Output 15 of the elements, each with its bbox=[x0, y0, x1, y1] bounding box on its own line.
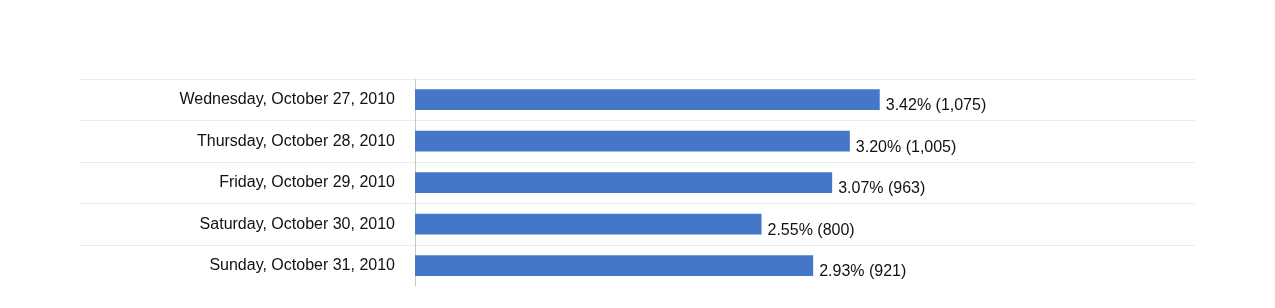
bar bbox=[415, 255, 814, 277]
y-tick-label: Friday, October 29, 2010 bbox=[219, 173, 396, 191]
y-tick-label: Sunday, October 31, 2010 bbox=[209, 256, 396, 274]
bar bbox=[415, 172, 833, 194]
y-tick-label: Thursday, October 28, 2010 bbox=[196, 131, 396, 149]
data-label: 3.20% (1,005) bbox=[855, 137, 957, 155]
bar bbox=[415, 89, 880, 111]
data-label: 2.93% (921) bbox=[819, 262, 907, 280]
data-label: 3.07% (963) bbox=[838, 179, 926, 197]
y-tick-label: Wednesday, October 27, 2010 bbox=[179, 90, 396, 108]
data-label: 2.55% (800) bbox=[767, 220, 855, 238]
y-tick-label: Saturday, October 30, 2010 bbox=[199, 214, 396, 232]
bar bbox=[415, 130, 850, 152]
bar bbox=[415, 213, 762, 235]
data-label: 3.42% (1,075) bbox=[885, 96, 987, 114]
